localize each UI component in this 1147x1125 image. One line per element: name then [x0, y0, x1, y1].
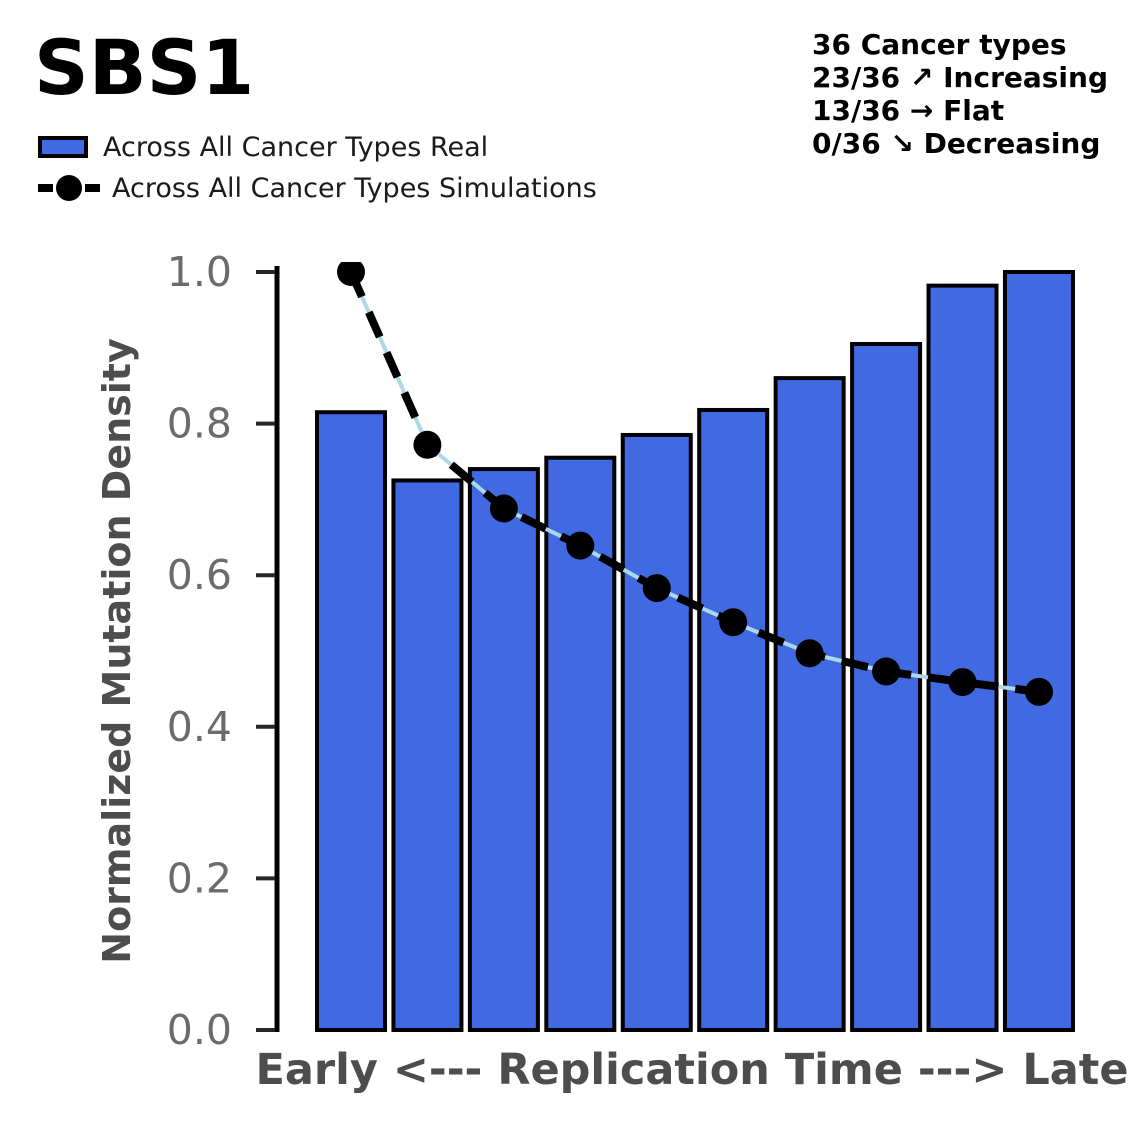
trend-annotation: 36 Cancer types 23/36 ↗ Increasing 13/36…: [812, 28, 1108, 160]
bar-5: [620, 432, 693, 1033]
legend-dash-right: [85, 184, 100, 192]
sim-marker-3: [489, 494, 518, 523]
y-tick-label: 0.8: [167, 400, 232, 448]
legend-item-real: Across All Cancer Types Real: [38, 130, 597, 164]
sim-marker-8: [872, 657, 901, 686]
sim-marker-9: [948, 668, 977, 697]
bar-10: [1002, 270, 1075, 1032]
sim-marker-5: [642, 574, 671, 603]
bar-2: [391, 478, 464, 1032]
bar-1: [315, 410, 387, 1033]
sim-marker-6: [719, 608, 748, 637]
annotation-increasing: 23/36 ↗ Increasing: [812, 61, 1108, 94]
y-axis-label: Normalized Mutation Density: [95, 338, 139, 964]
figure-title: SBS1: [34, 23, 255, 112]
legend-real-label: Across All Cancer Types Real: [103, 131, 489, 163]
annotation-flat: 13/36 → Flat: [812, 94, 1005, 127]
sim-marker-7: [795, 639, 824, 668]
y-tick-label: 0.2: [167, 854, 232, 902]
sim-marker-4: [566, 531, 595, 560]
legend: Across All Cancer Types Real Across All …: [38, 130, 597, 212]
sim-line-group: [337, 262, 1053, 706]
dashed-line-dot-icon: [38, 175, 100, 201]
y-tick-label: 1.0: [167, 248, 232, 296]
y-tick-label: 0.0: [167, 1006, 232, 1054]
sim-marker-2: [413, 430, 442, 459]
sim-marker-1: [337, 262, 365, 286]
legend-item-simulations: Across All Cancer Types Simulations: [38, 171, 597, 205]
bar-8: [850, 342, 923, 1032]
legend-dash-left: [38, 184, 53, 192]
sim-marker-10: [1025, 677, 1053, 706]
legend-sim-label: Across All Cancer Types Simulations: [112, 172, 597, 204]
y-tick-label: 0.4: [167, 703, 232, 751]
legend-dot: [56, 175, 82, 201]
bar-7: [773, 376, 846, 1032]
x-axis-label: Early <--- Replication Time ---> Late: [255, 1045, 1128, 1095]
y-tick-label: 0.6: [167, 551, 232, 599]
annotation-cancer-types: 36 Cancer types: [812, 28, 1067, 61]
sim-dashed-line: [347, 270, 1040, 696]
bar-swatch-icon: [38, 136, 88, 158]
annotation-decreasing: 0/36 ↘ Decreasing: [812, 127, 1101, 160]
bar-3: [467, 467, 540, 1032]
bar-6: [697, 407, 770, 1032]
bar-9: [926, 283, 999, 1033]
